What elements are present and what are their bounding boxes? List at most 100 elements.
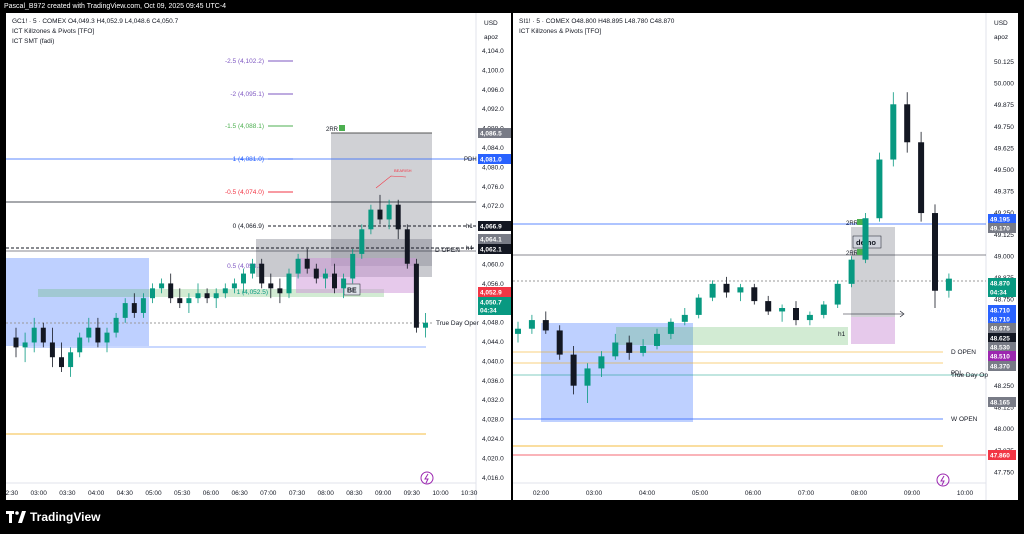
left-y-tick: 4,104.0: [482, 48, 504, 55]
left-x-tick: 09:00: [375, 490, 392, 497]
left-price-tag-h4: 4,062.1: [480, 247, 502, 254]
right-candle: [932, 213, 938, 291]
right-price-tag: 49.195: [990, 217, 1010, 224]
left-price-tag-rr-bg: [478, 128, 511, 138]
right-price-tag-bg: [988, 314, 1016, 324]
left-candle: [95, 327, 101, 343]
left-chart-panel[interactable]: USDapoz4,104.04,100.04,096.04,092.04,088…: [6, 13, 511, 500]
right-x-tick: 05:00: [692, 490, 709, 497]
right-candle: [890, 104, 897, 160]
left-candle: [159, 283, 165, 289]
left-y-tick: 4,100.0: [482, 67, 504, 74]
left-x-tick: 05:30: [174, 490, 191, 497]
left-candle: [140, 298, 146, 313]
right-chart-panel[interactable]: USD apoz 50.125 50.000 49.875 49.750 49.625 49.…: [513, 13, 1018, 500]
right-candle: [570, 354, 577, 386]
left-x-tick: 08:00: [318, 490, 335, 497]
left-candle: [359, 229, 365, 254]
left-x-tick: 06:00: [203, 490, 220, 497]
left-candle: [231, 283, 237, 289]
left-rr-label: 2RR: [326, 127, 339, 133]
right-candle: [626, 342, 633, 353]
right-candle: [695, 297, 702, 315]
left-candle: [222, 288, 228, 294]
header-text: Pascal_B972 created with TradingView.com…: [0, 0, 1024, 13]
left-candle: [213, 293, 219, 299]
right-rr-check-icon: [857, 219, 863, 225]
right-price-tag: 04:34: [990, 290, 1007, 297]
left-be-label: BE: [347, 288, 357, 295]
right-price-tag-bg: [988, 278, 1016, 288]
left-candle: [204, 293, 210, 299]
right-y-tick: 49.625: [994, 145, 1014, 152]
right-y-tick: 48.000: [994, 426, 1014, 433]
left-candle: [131, 303, 137, 313]
left-indicator-2[interactable]: ICT SMT (fadi): [12, 38, 55, 45]
left-candle: [295, 258, 301, 274]
right-price-tag: 48.710: [990, 308, 1010, 315]
left-lightning-bolt: [424, 473, 429, 484]
left-y-tick: 4,056.0: [482, 281, 504, 288]
left-y-tick: 4,020.0: [482, 455, 504, 462]
left-candle: [13, 337, 19, 348]
left-candle: [277, 288, 283, 294]
left-y-tick: 4,048.0: [482, 320, 504, 327]
right-candle: [793, 308, 799, 321]
left-currency: USD: [484, 20, 498, 27]
left-candle: [268, 283, 274, 289]
left-candle: [341, 278, 347, 289]
right-y-tick: 49.375: [994, 189, 1014, 196]
left-y-tick: 4,036.0: [482, 378, 504, 385]
left-candle: [377, 209, 383, 220]
right-x-tick: 02:00: [533, 490, 550, 497]
right-y-tick: 49.125: [994, 232, 1014, 239]
right-indicator-1[interactable]: ICT Killzones & Pivots [TFO]: [519, 28, 602, 35]
left-true-day-label: True Day Oper: [436, 320, 480, 327]
left-candle: [113, 317, 119, 333]
right-chart-svg[interactable]: USD apoz 50.125 50.000 49.875 49.750 49.625 49.…: [513, 13, 1018, 500]
left-fib-label: 0 (4,066.9): [233, 223, 264, 230]
left-indicator-1[interactable]: ICT Killzones & Pivots [TFO]: [12, 28, 95, 35]
right-candle: [862, 218, 869, 260]
left-candle: [122, 303, 128, 318]
tradingview-logo[interactable]: TradingView: [6, 510, 100, 524]
left-smt-label: BEARISH: [394, 168, 412, 173]
left-candle: [59, 357, 64, 368]
right-purple-box: [851, 317, 895, 344]
left-candle: [49, 342, 55, 358]
left-y-tick: 4,044.0: [482, 339, 504, 346]
left-lightning-icon: [420, 471, 434, 485]
right-x-tick: 06:00: [745, 490, 762, 497]
right-w-open-label: W OPEN: [951, 416, 978, 423]
left-candle: [22, 342, 28, 348]
right-rr-label: 2RR: [846, 221, 859, 227]
left-candle: [413, 263, 419, 328]
right-candle: [751, 287, 758, 302]
footer-bar: TradingView: [0, 500, 1024, 534]
left-candle: [313, 268, 319, 279]
right-apoz: apoz: [994, 34, 1008, 41]
left-y-tick: 4,028.0: [482, 417, 504, 424]
left-countdown-bg: [478, 305, 511, 315]
left-price-tag-last-bg: [478, 297, 511, 307]
right-candle: [765, 301, 772, 312]
right-y-tick: 50.125: [994, 59, 1014, 66]
right-price-tag: 48.370: [990, 364, 1010, 371]
right-candle: [654, 333, 660, 346]
left-chart-svg[interactable]: USDapoz4,104.04,100.04,096.04,092.04,088…: [6, 13, 511, 500]
right-candle: [515, 328, 521, 334]
right-candle: [904, 104, 911, 143]
right-y-tick: 49.500: [994, 167, 1014, 174]
left-h4-label: h4: [466, 246, 473, 252]
left-candle: [40, 327, 46, 343]
right-candle: [640, 345, 647, 353]
left-x-tick: 10:00: [432, 490, 449, 497]
left-candle: [77, 337, 83, 353]
right-rr2-label: 2RR: [846, 251, 859, 257]
left-price-tag-rr: 4,086.5: [480, 131, 502, 138]
left-y-tick: 4,016.0: [482, 475, 504, 482]
left-fib-label: 0.5 (4,058.3): [227, 263, 264, 270]
left-y-tick: 4,072.0: [482, 203, 504, 210]
right-price-tag: 49.170: [990, 226, 1010, 233]
left-price-tag-mid: 4,064.1: [480, 237, 502, 244]
